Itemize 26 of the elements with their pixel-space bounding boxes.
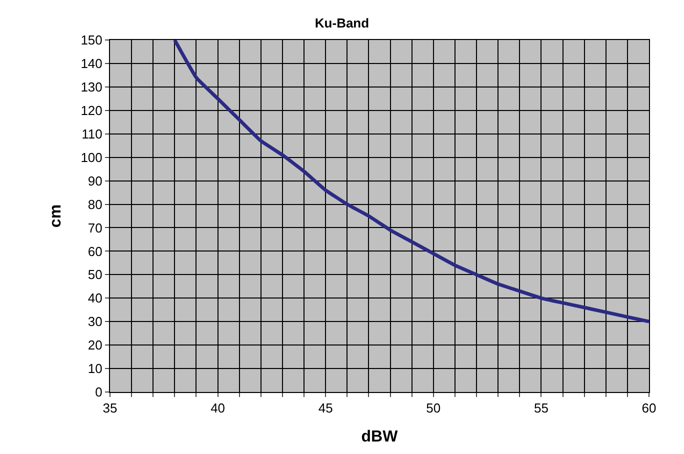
y-tick-label: 70 (88, 220, 102, 236)
x-axis-title: dBW (361, 428, 399, 446)
y-axis-title: cm (48, 204, 65, 228)
y-tick-label: 100 (80, 150, 102, 165)
y-tick-label: 140 (80, 56, 102, 72)
y-tick-label: 130 (80, 79, 102, 94)
y-tick-label: 30 (88, 314, 102, 330)
y-tick-label: 50 (88, 267, 102, 282)
x-tick-label: 40 (210, 400, 226, 416)
x-tick-label: 35 (102, 400, 118, 416)
y-tick-label: 10 (88, 361, 102, 376)
x-tick-label: 60 (642, 400, 656, 416)
x-tick-label: 55 (534, 400, 548, 416)
y-tick-label: 90 (88, 173, 102, 188)
x-tick-label: 50 (426, 400, 441, 416)
line-series (172, 40, 649, 324)
y-tick-label: 110 (82, 126, 102, 142)
chart-title: Ku-Band (314, 15, 370, 30)
y-tick-label: 0 (95, 384, 102, 400)
y-tick-label: 20 (88, 338, 102, 353)
x-tick-label: 45 (318, 400, 333, 416)
y-tick-label: 40 (88, 290, 102, 306)
y-tick-label: 120 (80, 102, 102, 118)
y-tick-label: 80 (88, 196, 102, 212)
y-tick-label: 60 (88, 244, 102, 259)
y-tick-label: 150 (80, 32, 102, 48)
